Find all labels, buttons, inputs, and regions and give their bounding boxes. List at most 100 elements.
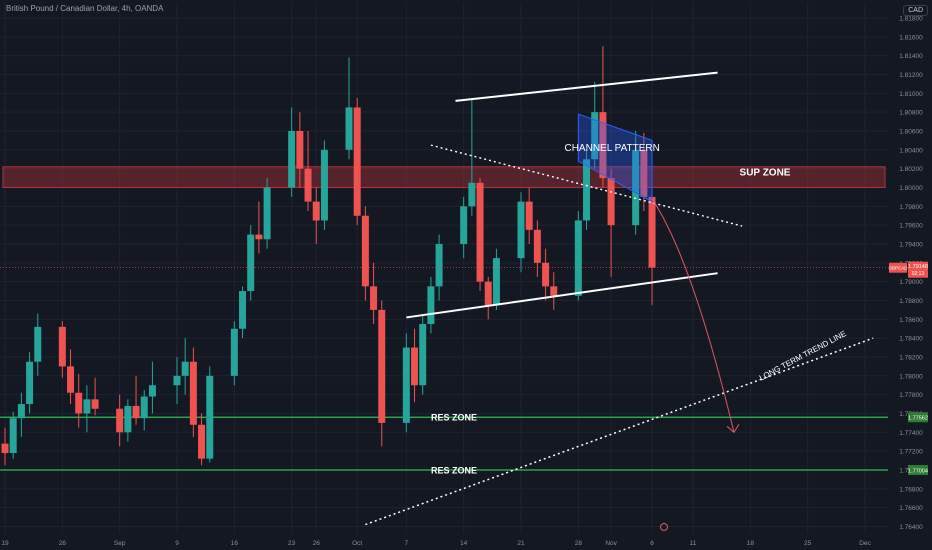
price-tick-label: 1.79400 <box>899 241 923 248</box>
candle-body <box>607 178 615 226</box>
candle-body <box>239 291 247 329</box>
current-price-text: 1.79148 <box>908 264 928 270</box>
time-tick-label: 6 <box>650 540 654 547</box>
candle-body <box>525 201 533 230</box>
currency-button[interactable]: CAD <box>903 5 928 16</box>
candle-body <box>517 201 525 259</box>
candle-body <box>67 366 75 393</box>
candle-body <box>255 234 263 240</box>
price-tick-label: 1.78600 <box>899 317 923 324</box>
time-tick-label: 26 <box>313 540 321 547</box>
candle-body <box>411 347 419 386</box>
candle-body <box>345 107 353 150</box>
res-price-badge-text: 1.77004 <box>908 468 928 474</box>
projection-arrow-head <box>726 424 740 434</box>
price-tick-label: 1.79000 <box>899 279 923 286</box>
time-tick-label: 18 <box>747 540 755 547</box>
descending-trend-line <box>430 144 743 227</box>
time-tick-label: 21 <box>517 540 525 547</box>
candle-body <box>17 404 25 419</box>
candle-body <box>632 149 640 226</box>
candle-body <box>312 201 320 221</box>
candle-body <box>353 107 361 216</box>
candle-body <box>198 424 206 459</box>
channel-lower-line <box>406 272 718 319</box>
time-tick-label: Oct <box>352 540 362 547</box>
candle-body <box>468 182 476 207</box>
candle-body <box>304 168 312 202</box>
current-price-badge <box>908 261 928 278</box>
candle-body <box>370 286 378 310</box>
time-tick-label: 7 <box>405 540 409 547</box>
channel-upper-line <box>455 71 718 102</box>
candle-body <box>492 258 500 306</box>
time-axis-bg <box>0 535 932 550</box>
candle-body <box>533 229 541 263</box>
candle-body <box>263 187 271 240</box>
candle-body <box>247 234 255 292</box>
candle-body <box>189 361 197 425</box>
candle-body <box>574 220 582 296</box>
candle-body <box>542 262 550 287</box>
candle-body <box>140 396 148 419</box>
res-price-badge <box>908 464 928 475</box>
candle-body <box>460 206 468 244</box>
res-price-badge <box>908 412 928 423</box>
price-tick-label: 1.81000 <box>899 91 923 98</box>
res-zone-label: RES ZONE <box>431 413 477 423</box>
trend-line-label: LONG TERM TREND LINE <box>758 329 848 383</box>
candle-body <box>75 392 83 414</box>
time-tick-label: 23 <box>288 540 296 547</box>
candle-body <box>648 196 656 268</box>
candle-body <box>419 324 427 386</box>
price-tick-label: 1.80800 <box>899 110 923 117</box>
candle-body <box>583 159 591 221</box>
time-tick-label: 19 <box>1 540 9 547</box>
candle-body <box>476 182 484 282</box>
candle-body <box>1 443 9 454</box>
candle-body <box>640 149 648 197</box>
price-tick-label: 1.81600 <box>899 34 923 41</box>
projection-arrow <box>651 198 735 433</box>
time-tick-label: Nov <box>605 540 617 547</box>
gbpcad-badge <box>889 262 907 273</box>
time-tick-label: 14 <box>460 540 468 547</box>
candle-body <box>58 326 66 367</box>
candle-body <box>320 149 328 221</box>
time-tick-label: 26 <box>59 540 67 547</box>
candle-body <box>148 385 156 397</box>
time-tick-label: 25 <box>804 540 812 547</box>
candle-body <box>296 130 304 169</box>
price-tick-label: 1.80200 <box>899 166 923 173</box>
candle-body <box>181 361 189 376</box>
candle-body <box>484 281 492 306</box>
candle-body <box>599 112 607 179</box>
res-zone-label: RES ZONE <box>431 465 477 475</box>
price-tick-label: 1.77200 <box>899 449 923 456</box>
candle-body <box>435 243 443 287</box>
time-tick-label: 28 <box>575 540 583 547</box>
sup-zone-box <box>2 166 886 188</box>
price-tick-label: 1.76800 <box>899 486 923 493</box>
candle-body <box>132 405 140 419</box>
candle-body <box>402 347 410 423</box>
candle-body <box>26 361 34 405</box>
price-tick-label: 1.78000 <box>899 373 923 380</box>
res-price-badge-text: 1.77562 <box>908 416 928 422</box>
price-tick-label: 1.77800 <box>899 392 923 399</box>
price-tick-label: 1.79800 <box>899 204 923 211</box>
candle-body <box>34 326 42 362</box>
candle-body <box>116 408 124 433</box>
price-tick-label: 1.81400 <box>899 53 923 60</box>
candle-body <box>173 375 181 386</box>
price-tick-label: 1.80600 <box>899 128 923 135</box>
price-tick-label: 1.78400 <box>899 336 923 343</box>
sup-zone-label: SUP ZONE <box>740 168 791 179</box>
current-price-time: 02:13 <box>912 271 925 277</box>
price-tick-label: 1.76400 <box>899 524 923 531</box>
candle-body <box>288 130 296 188</box>
price-tick-label: 1.81200 <box>899 72 923 79</box>
long-term-trend-line <box>365 337 874 526</box>
